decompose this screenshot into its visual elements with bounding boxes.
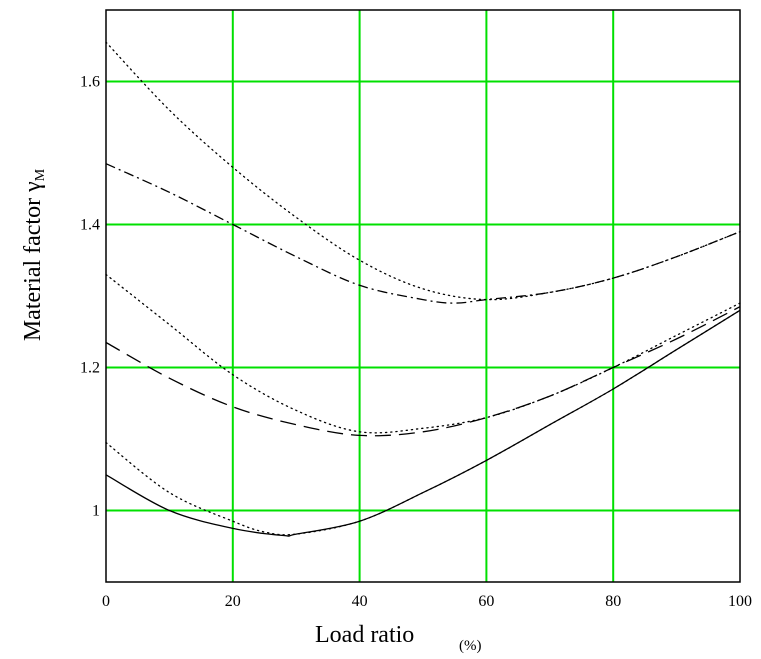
y-axis-title-text: Material factor bbox=[20, 192, 46, 341]
y-axis-subscript: M bbox=[33, 168, 48, 181]
x-tick-label: 20 bbox=[225, 593, 241, 610]
y-axis-symbol: γ bbox=[20, 181, 46, 193]
series-line-2-dash-dot bbox=[105, 163, 741, 304]
x-axis-title: Load ratio bbox=[315, 622, 414, 648]
y-tick-label: 1.2 bbox=[80, 360, 100, 377]
y-tick-labels: 1 1.2 1.4 1.6 bbox=[80, 74, 100, 520]
y-tick-label: 1.6 bbox=[80, 74, 100, 91]
series-line-1-dotted bbox=[105, 41, 741, 301]
x-axis-unit: (%) bbox=[459, 638, 482, 654]
series-line-6-solid bbox=[105, 309, 741, 537]
series-line-4-long-dash bbox=[105, 306, 741, 437]
series-line-3-dotted bbox=[105, 273, 741, 434]
y-tick-label: 1 bbox=[92, 503, 100, 520]
x-tick-label: 60 bbox=[478, 593, 494, 610]
y-axis-title: Material factor γM bbox=[20, 168, 48, 341]
x-tick-label: 80 bbox=[605, 593, 621, 610]
x-tick-label: 40 bbox=[352, 593, 368, 610]
plot-frame bbox=[105, 9, 741, 583]
x-tick-label: 100 bbox=[728, 593, 752, 610]
x-tick-label: 0 bbox=[102, 593, 110, 610]
grid-lines bbox=[106, 10, 740, 582]
series-line-5-dotted bbox=[105, 309, 741, 536]
x-tick-labels: 0 20 40 60 80 100 bbox=[102, 593, 752, 610]
y-tick-label: 1.4 bbox=[80, 217, 100, 234]
series-layer bbox=[105, 41, 741, 537]
